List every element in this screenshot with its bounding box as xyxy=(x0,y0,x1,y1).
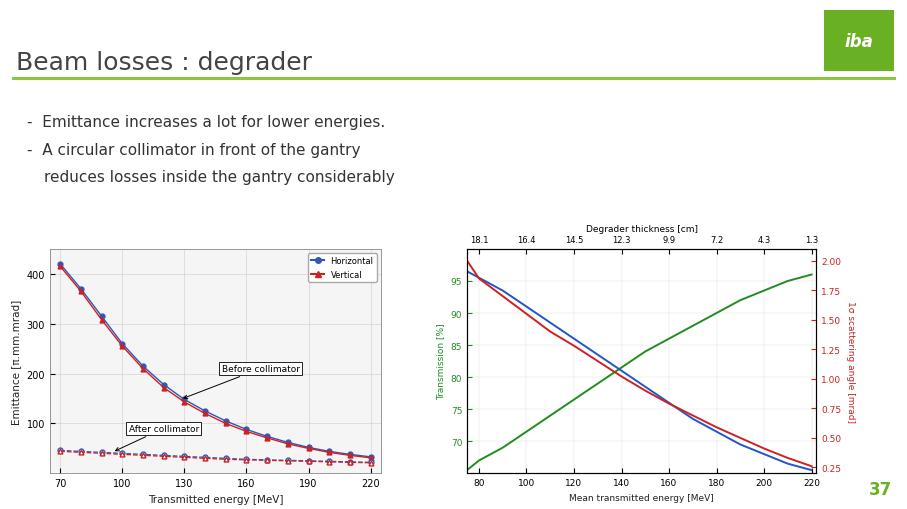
X-axis label: Transmitted energy [MeV]: Transmitted energy [MeV] xyxy=(148,494,283,504)
Text: -  Emittance increases a lot for lower energies.: - Emittance increases a lot for lower en… xyxy=(27,115,385,129)
Y-axis label: 1σ scattering angle [mrad]: 1σ scattering angle [mrad] xyxy=(846,300,855,422)
X-axis label: Mean transmitted energy [MeV]: Mean transmitted energy [MeV] xyxy=(570,493,714,502)
Y-axis label: Emittance [π.mm.mrad]: Emittance [π.mm.mrad] xyxy=(11,299,21,424)
Y-axis label: Transmission [%]: Transmission [%] xyxy=(436,323,445,400)
Legend: Horizontal, Vertical: Horizontal, Vertical xyxy=(308,253,376,282)
Text: -  A circular collimator in front of the gantry: - A circular collimator in front of the … xyxy=(27,143,361,157)
Text: Beam losses : degrader: Beam losses : degrader xyxy=(16,51,312,75)
Text: iba: iba xyxy=(844,33,873,51)
Text: Before collimator: Before collimator xyxy=(184,364,299,399)
X-axis label: Degrader thickness [cm]: Degrader thickness [cm] xyxy=(586,224,697,234)
Text: After collimator: After collimator xyxy=(115,424,199,451)
FancyBboxPatch shape xyxy=(824,11,894,72)
Text: 37: 37 xyxy=(869,480,892,498)
Text: reduces losses inside the gantry considerably: reduces losses inside the gantry conside… xyxy=(44,169,395,184)
